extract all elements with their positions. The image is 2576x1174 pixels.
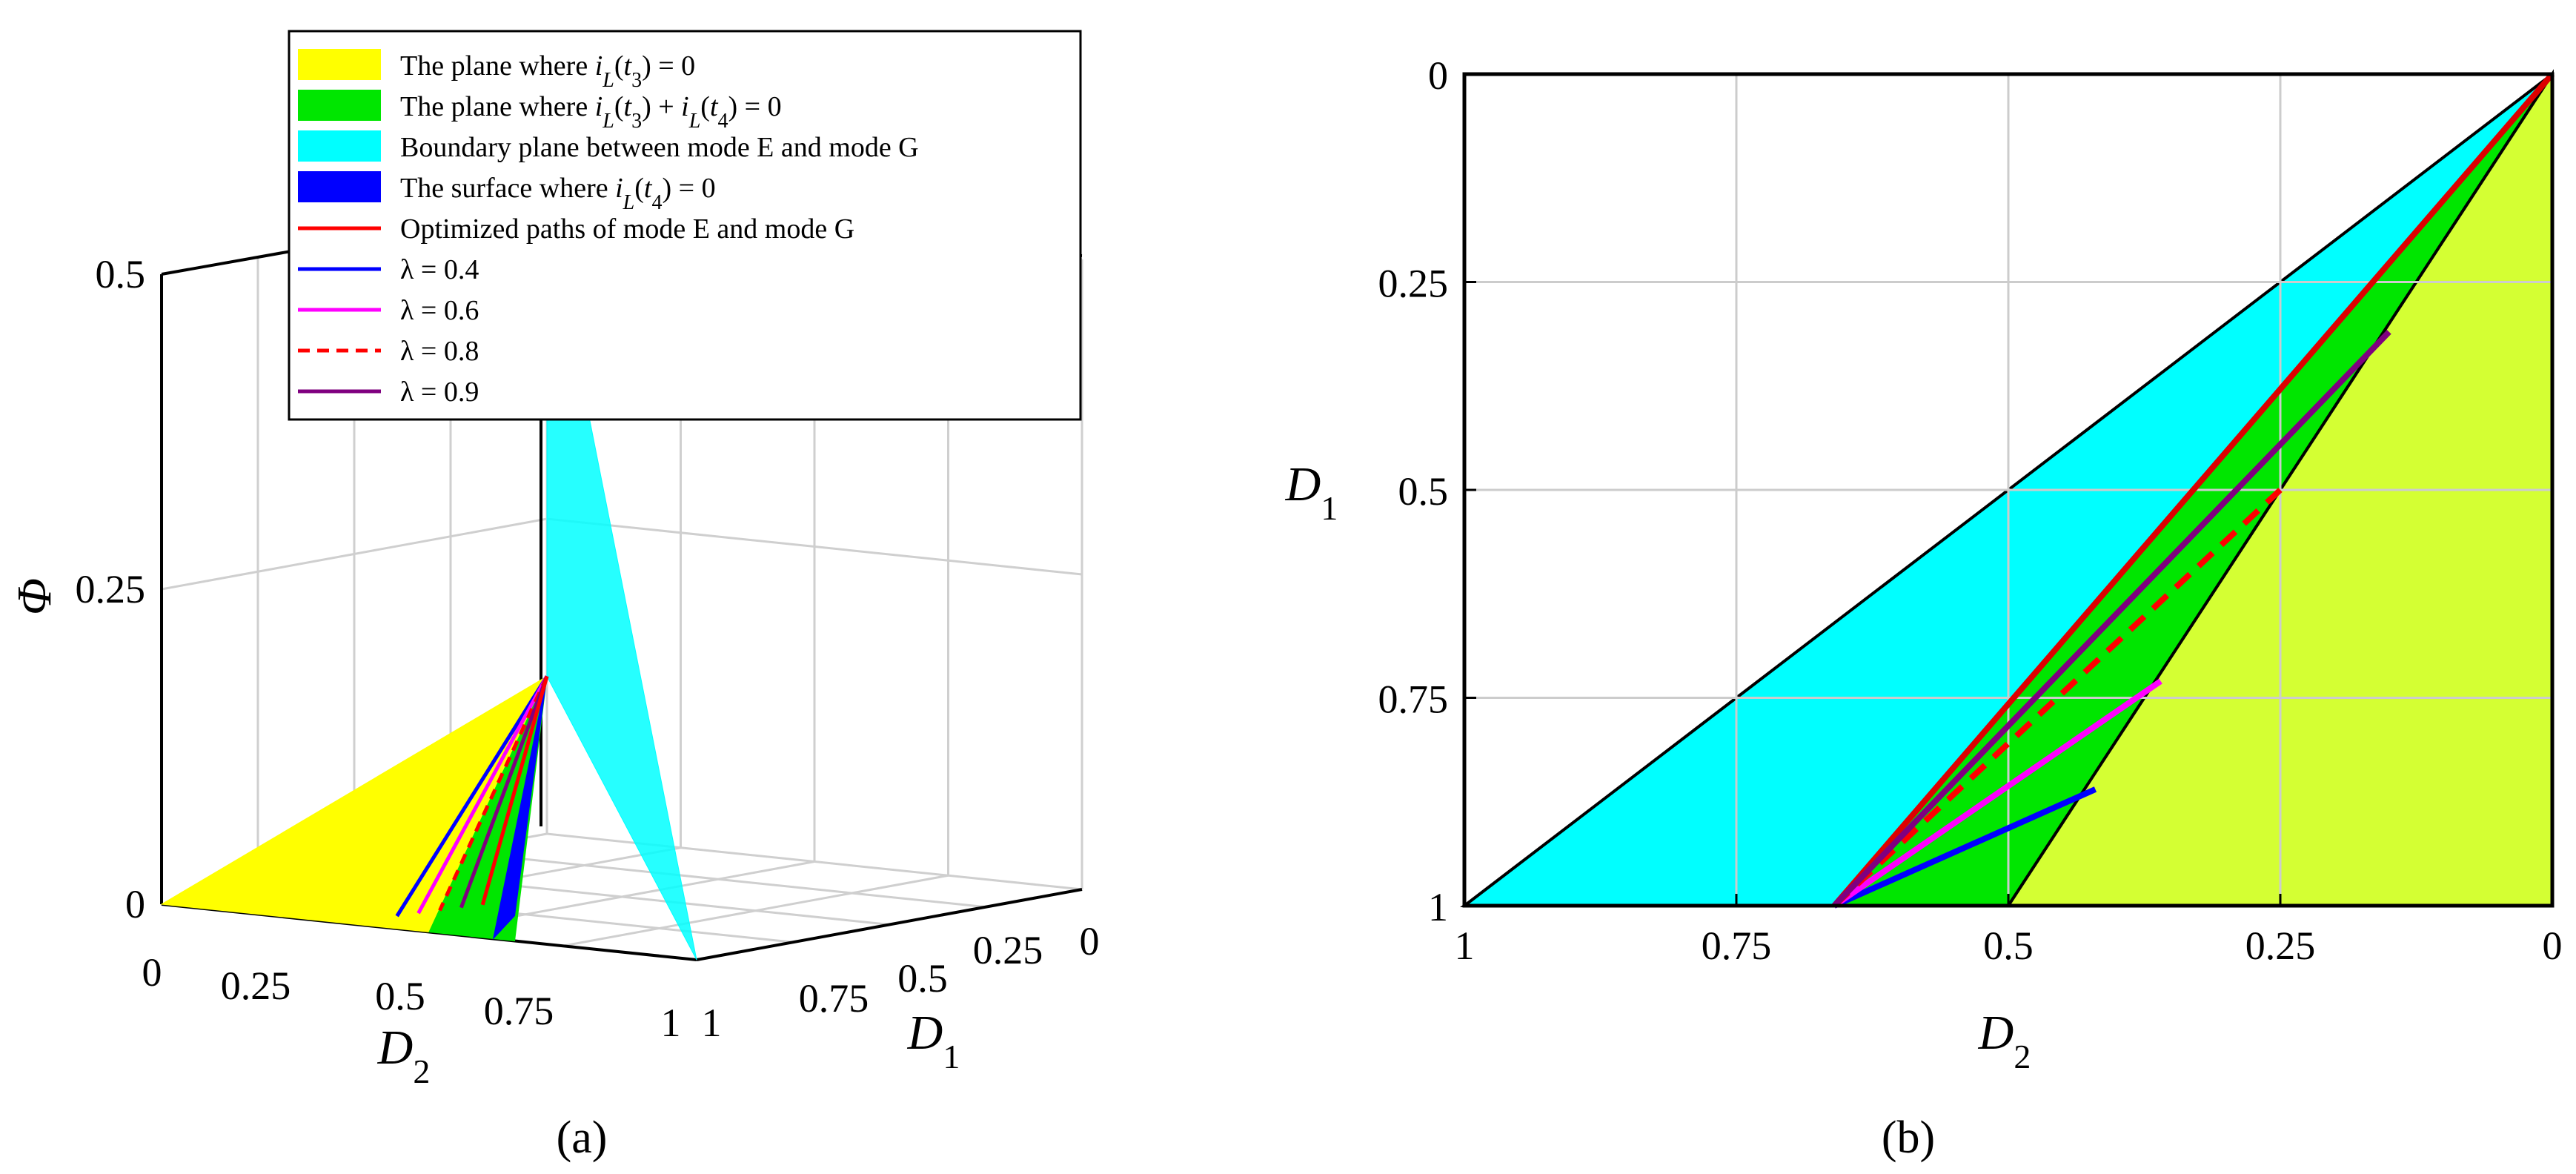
- legend-swatch: [298, 130, 381, 162]
- legend-label: λ = 0.4: [400, 254, 479, 285]
- y-tick-label-b: 0.5: [1398, 469, 1449, 514]
- x-axis-label-a: D2: [377, 1021, 431, 1090]
- y-axis-label-b: D1: [1285, 457, 1338, 527]
- legend-swatch: [298, 49, 381, 80]
- y-tick-label-b: 0.75: [1378, 677, 1449, 722]
- path-line-a-1: [395, 675, 549, 918]
- series-line-5: [1832, 330, 2391, 908]
- z-tick-label: 0.5: [96, 252, 146, 296]
- legend-label: λ = 0.6: [400, 295, 479, 326]
- x-tick-label-a: 0.25: [221, 964, 291, 1008]
- y-axis-line: [696, 888, 1083, 961]
- panel-label-b: (b): [1882, 1112, 1935, 1163]
- y-tick-label-b: 1: [1428, 885, 1448, 929]
- legend-swatch: [298, 171, 381, 202]
- x-tick-label-b: 0.5: [1983, 923, 2034, 968]
- legend-box: [288, 30, 1082, 421]
- x-tick-label-a: 0.5: [375, 974, 425, 1018]
- z-tick-label: 0.25: [76, 567, 146, 611]
- x-tick-label-a: 1: [661, 1001, 681, 1045]
- path-line-a-3: [438, 675, 549, 912]
- x-tick-label-b: 0.25: [2245, 923, 2316, 968]
- x-tick-label-a: 0.75: [484, 989, 554, 1033]
- series-line-2: [1833, 786, 2097, 909]
- legend-label: λ = 0.9: [400, 377, 479, 408]
- panel-a-3d-plot: 00.250.50 0.25 0.5 0.75 100.250.50.751 Φ D2 …: [7, 30, 1100, 1163]
- floor-grid-x: [562, 874, 949, 947]
- y-tick-label-b: 0.25: [1378, 262, 1449, 306]
- x-tick-label-b: 0: [2543, 923, 2563, 968]
- legend-label: Boundary plane between mode E and mode G: [400, 132, 919, 163]
- surface-4: [492, 676, 548, 941]
- y-tick-label-a: 0.75: [799, 976, 869, 1021]
- legend-label: The surface where iL(t4) = 0: [400, 173, 716, 214]
- x-tick-label-a: 0: [142, 950, 162, 995]
- panel-b-ticks: 1 0.75 0.5 0.25 0 0 0.25 0.5 0.75 1: [1378, 53, 2563, 968]
- series-line-4: [1832, 488, 2283, 908]
- legend-label: The plane where iL(t3) = 0: [400, 50, 695, 92]
- path-line-a-4: [459, 675, 549, 909]
- legend-label: Optimized paths of mode E and mode G: [400, 213, 854, 245]
- z-axis-label: Φ: [7, 578, 62, 615]
- legend-label: The plane where iL(t3) + iL(t4) = 0: [400, 91, 782, 133]
- y-tick-label-a: 1: [702, 1001, 722, 1045]
- path-line-a-2: [416, 675, 549, 915]
- y-axis-label-a: D1: [907, 1006, 960, 1075]
- series-line-1: [1832, 72, 2555, 908]
- x-axis-label-b: D2: [1978, 1006, 2031, 1075]
- legend-swatch: [298, 90, 381, 121]
- y-tick-label-a: 0.25: [973, 928, 1043, 972]
- panel-b-2d-plot: 1 0.75 0.5 0.25 0 0 0.25 0.5 0.75 1 D1 D2 (b): [1285, 53, 2563, 1163]
- x-tick-label-b: 1: [1455, 923, 1475, 968]
- panel-a-ticks: 0 0.25 0.5 0 0.25 0.5 0.75 1 0 0.25 0.5 0.75 1: [76, 252, 1100, 1045]
- x-tick-label-b: 0.75: [1702, 923, 1772, 968]
- path-line-a-5: [480, 675, 549, 906]
- y-tick-label-a: 0: [1080, 919, 1100, 964]
- series-line-3: [1832, 678, 2162, 909]
- panel-label-a: (a): [557, 1112, 608, 1163]
- y-tick-label-a: 0.5: [897, 956, 948, 1001]
- panel-b-series: [1832, 72, 2555, 909]
- legend-label: λ = 0.8: [400, 336, 479, 367]
- wall-grid-z: [161, 517, 1083, 591]
- z-tick-label: 0: [125, 882, 145, 926]
- y-tick-label-b: 0: [1428, 53, 1448, 98]
